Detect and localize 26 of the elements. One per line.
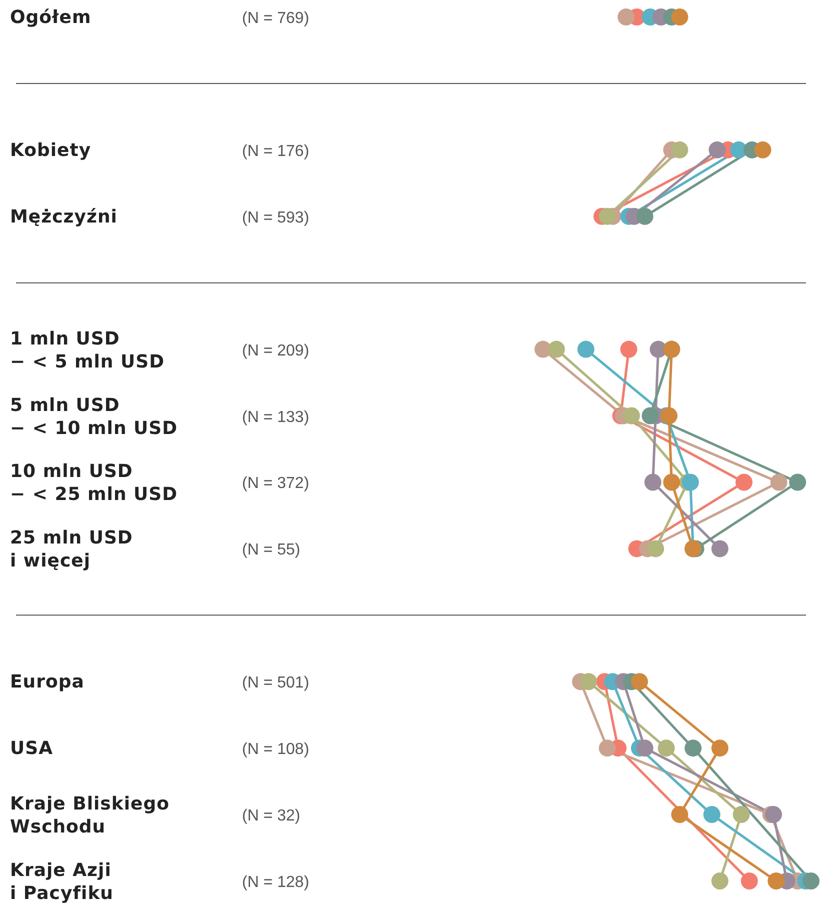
point xyxy=(754,141,772,158)
text: (N = 769) xyxy=(242,10,310,27)
text: (N = 108) xyxy=(242,741,310,758)
y-tick-label: 10 mln USD − < 25 mln USD xyxy=(10,461,178,506)
y-tick-label: Europa xyxy=(10,672,84,693)
text: (N = 133) xyxy=(242,408,310,426)
text: (N = 209) xyxy=(242,342,310,360)
text: (N = 176) xyxy=(242,142,310,160)
point xyxy=(802,872,820,890)
y-tick-label: Ogółem xyxy=(10,7,92,28)
text: (N = 372) xyxy=(242,475,310,492)
text: (N = 501) xyxy=(242,674,310,692)
y-tick-label: Kobiety xyxy=(10,140,92,161)
y-tick-label: 5 mln USD − < 10 mln USD xyxy=(10,394,178,439)
y-tick-label: Kraje Azji i Pacyfiku xyxy=(10,860,114,904)
text: (N = 128) xyxy=(242,874,310,891)
y-tick-label: Kraje Bliskiego Wschodu xyxy=(10,794,170,838)
text: (N = 32) xyxy=(242,808,300,825)
text: (N = 55) xyxy=(242,542,300,559)
text: (N = 593) xyxy=(242,209,310,226)
y-tick-label: 25 mln USD i więcej xyxy=(10,528,133,572)
y-tick-label: 1 mln USD − < 5 mln USD xyxy=(10,328,165,372)
point xyxy=(618,8,635,26)
y-tick-label: USA xyxy=(10,738,54,760)
y-tick-label: Mężczyźni xyxy=(10,206,118,228)
point xyxy=(671,8,688,26)
